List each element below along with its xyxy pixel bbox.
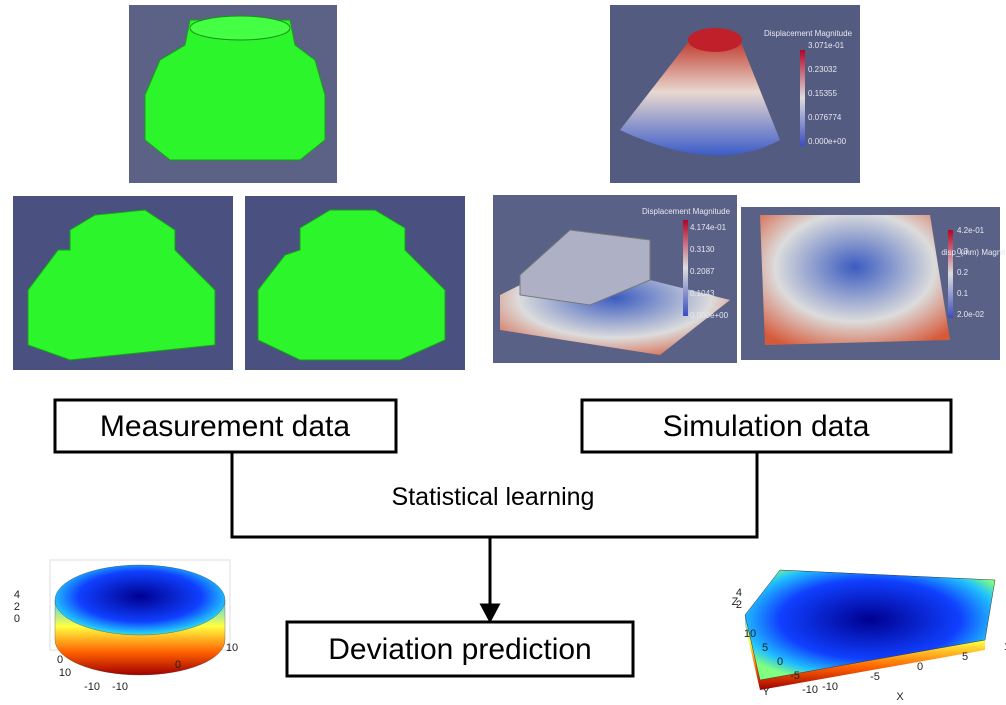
box-label: Measurement data <box>100 410 350 443</box>
label: -10 <box>112 681 128 693</box>
label: 5 <box>762 642 768 654</box>
label: 0.076774 <box>808 113 842 122</box>
label: 0 <box>14 613 20 625</box>
measurement-images <box>13 5 465 370</box>
label: 4.2e-01 <box>957 226 985 235</box>
prediction-box <box>285 620 635 678</box>
label: 10 <box>226 642 238 654</box>
label: -10 <box>802 684 818 696</box>
label: 10 <box>1004 641 1006 653</box>
label: 0.23032 <box>808 65 837 74</box>
label: 4.174e-01 <box>690 223 727 232</box>
label: Displacement Magnitude <box>642 207 731 216</box>
label: 0.3130 <box>690 245 715 254</box>
label: disp_(mm) Magnitude <box>941 248 1006 257</box>
label: 0.3 <box>957 247 969 256</box>
label: 2 <box>736 599 742 611</box>
measurement-box <box>53 398 398 454</box>
learning-label: Statistical learning <box>392 483 595 511</box>
label: 4 <box>14 589 20 601</box>
bottom-plots <box>49 559 996 690</box>
label: 10 <box>744 628 756 640</box>
label: 2.0e-02 <box>957 310 985 319</box>
connectors <box>230 452 759 624</box>
label: 0 <box>917 661 923 673</box>
label: -5 <box>870 671 880 683</box>
label: 0 <box>57 654 63 666</box>
box-label: Simulation data <box>663 410 870 443</box>
label: -10 <box>822 681 838 693</box>
label: 0.000e+00 <box>808 137 847 146</box>
label: 0.000e+00 <box>690 311 729 320</box>
label: 0.2 <box>957 268 969 277</box>
label: -5 <box>790 670 800 682</box>
label: -10 <box>84 681 100 693</box>
label: X <box>896 691 904 703</box>
label: 0.1043 <box>690 289 715 298</box>
simulation-images <box>493 5 1000 363</box>
label: Displacement Magnitude <box>764 29 853 38</box>
label: 0.1 <box>957 289 969 298</box>
label: 3.071e-01 <box>808 41 845 50</box>
label: Z <box>732 596 739 608</box>
label: 5 <box>962 651 968 663</box>
simulation-box <box>580 398 953 454</box>
label: Y <box>762 686 770 698</box>
label: 0.2087 <box>690 267 715 276</box>
label: 0 <box>777 656 783 668</box>
label: 2 <box>14 601 20 613</box>
label: 0.15355 <box>808 89 837 98</box>
box-label: Deviation prediction <box>328 633 591 666</box>
label: 10 <box>59 667 71 679</box>
label: 4 <box>736 587 742 599</box>
label: 0 <box>175 659 181 671</box>
